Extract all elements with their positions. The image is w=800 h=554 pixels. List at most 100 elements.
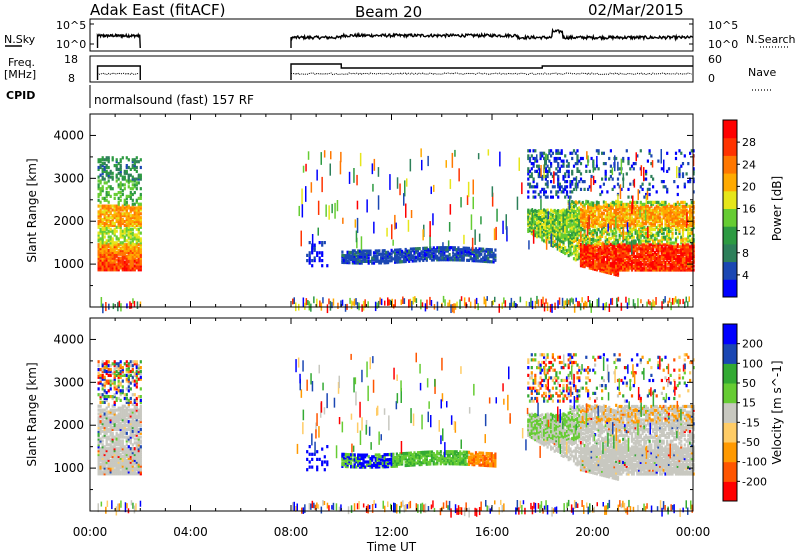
data-cell [657, 245, 660, 249]
data-cell [647, 226, 649, 239]
data-cell [117, 439, 120, 443]
data-cell [613, 261, 616, 265]
data-cell [97, 427, 100, 431]
data-cell [565, 212, 569, 216]
data-cell [550, 224, 553, 228]
data-cell [558, 239, 561, 243]
data-cell [551, 195, 554, 199]
data-cell [133, 165, 136, 170]
data-cell [613, 253, 616, 257]
data-cell [638, 243, 641, 247]
data-cell [599, 259, 602, 263]
data-cell [101, 266, 104, 270]
data-cell [634, 224, 637, 228]
data-cell [100, 297, 103, 307]
data-cell [129, 173, 132, 177]
data-cell [111, 404, 114, 408]
data-cell [105, 208, 108, 212]
data-cell [664, 220, 667, 224]
data-cell [111, 254, 114, 258]
data-cell [560, 164, 563, 168]
data-cell [646, 187, 649, 191]
data-cell [657, 249, 660, 253]
data-cell [558, 221, 561, 225]
data-cell [126, 303, 128, 309]
data-cell [659, 220, 662, 224]
data-cell [105, 206, 108, 210]
data-cell [528, 182, 532, 186]
data-cell [618, 220, 621, 224]
data-cell [131, 252, 134, 256]
data-cell [576, 241, 579, 246]
data-cell [115, 458, 118, 462]
data-cell [536, 233, 539, 237]
data-cell [548, 232, 551, 236]
data-cell [548, 230, 551, 234]
data-cell [629, 218, 632, 222]
data-cell [109, 250, 112, 254]
data-cell [558, 185, 561, 189]
data-cell [599, 185, 602, 189]
data-cell [671, 245, 674, 249]
data-cell [545, 298, 547, 304]
data-cell [683, 256, 686, 260]
data-cell [673, 204, 676, 208]
data-cell [117, 464, 120, 468]
data-cell [452, 258, 455, 262]
data-cell [662, 243, 665, 247]
data-cell [571, 238, 574, 242]
data-cell [662, 264, 665, 268]
data-cell [107, 423, 110, 428]
data-cell [328, 298, 330, 305]
data-cell [117, 245, 120, 249]
data-cell [666, 214, 669, 218]
data-cell [608, 271, 611, 275]
data-cell [567, 254, 570, 258]
data-cell [103, 451, 106, 455]
data-cell [395, 260, 398, 264]
data-cell [625, 254, 628, 259]
data-cell [653, 253, 656, 257]
data-cell [657, 214, 660, 218]
data-cell [448, 222, 451, 232]
data-cell [97, 404, 100, 408]
data-cell [646, 237, 649, 241]
data-cell [595, 233, 598, 237]
data-cell [460, 248, 463, 252]
data-cell [103, 425, 106, 430]
data-cell [594, 242, 597, 246]
data-cell [551, 234, 554, 239]
data-cell [692, 260, 695, 264]
data-cell [376, 249, 379, 253]
data-cell [613, 257, 616, 261]
data-cell [571, 202, 574, 206]
data-cell [611, 249, 614, 253]
data-cell [103, 460, 106, 464]
data-cell [493, 228, 496, 241]
data-cell [585, 201, 588, 205]
data-cell [131, 268, 134, 272]
data-cell [541, 234, 544, 238]
data-cell [660, 268, 663, 272]
data-cell [105, 454, 108, 458]
data-cell [119, 410, 122, 414]
data-cell [446, 246, 449, 250]
data-cell [578, 219, 581, 223]
data-cell [425, 250, 428, 254]
data-cell [578, 221, 581, 225]
data-cell [574, 213, 577, 217]
data-cell [105, 227, 108, 231]
data-cell [597, 255, 600, 259]
data-cell [668, 297, 671, 303]
data-cell [101, 429, 104, 433]
data-cell [653, 218, 656, 222]
data-cell [316, 253, 319, 257]
data-cell [127, 235, 130, 239]
data-cell [639, 264, 642, 268]
data-cell [630, 268, 634, 272]
data-cell [618, 264, 621, 268]
data-cell [482, 256, 485, 260]
data-cell [485, 254, 488, 258]
data-cell [135, 264, 138, 268]
data-cell [103, 383, 106, 387]
